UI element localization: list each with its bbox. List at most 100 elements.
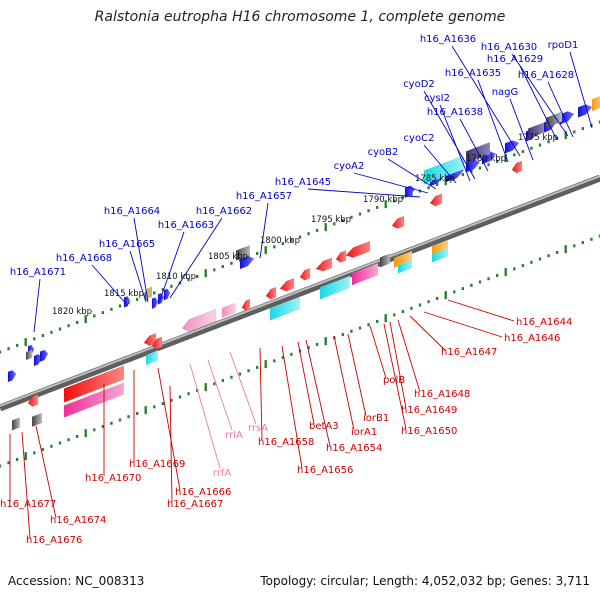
leader-line [281,345,303,469]
grey-gene [12,417,20,431]
gene-label: rrlA [225,430,243,441]
tick-mark [315,342,319,346]
cyan-gene [320,275,350,300]
gene-label: rrsA [248,423,268,434]
gene-label: h16_A1630 [481,42,537,53]
reverse-gene-shape [265,286,277,300]
gene-label: h16_A1657 [236,191,292,202]
tick-mark [573,130,576,134]
gene-label: h16_A1671 [10,267,66,278]
gene-label: rpoD1 [548,40,579,51]
gene-label: h16_A1658 [258,437,314,448]
gene-label: h16_A1629 [487,54,543,65]
reverse-gene [511,160,523,174]
tick-mark [204,383,207,392]
pink-gene [352,263,378,286]
leader-line [547,81,574,138]
tick-mark [24,338,27,347]
tick-mark [367,209,370,213]
kbp-label: 1805 kbp [208,252,248,262]
gene-label: cyoD2 [403,79,435,90]
genome-summary-text: Topology: circular; Length: 4,052,032 bp… [260,574,590,588]
tick-mark [170,284,173,288]
tick-mark [58,441,62,445]
tick-mark [75,434,79,438]
grey-gene [26,349,32,361]
tick-mark [470,283,473,287]
rrna-gene-shape [181,308,217,332]
leader-line [133,217,149,303]
tick-mark [478,280,482,284]
tick-mark [50,444,53,448]
tick-mark [504,268,507,277]
tick-mark [161,402,165,406]
forward-gene-shape [559,111,575,125]
tick-mark [247,369,250,373]
tick-mark [127,415,130,419]
tick-mark [547,140,550,144]
leader-line [389,321,407,409]
gene-label: h16_A1662 [196,206,252,217]
leader-line [33,278,41,333]
kbp-label: 1775 kbp [518,133,558,143]
tick-mark [135,411,139,415]
orange-gene [394,251,412,268]
pink-gene [64,382,124,418]
kbp-label: 1800 kbp [260,236,300,246]
reverse-gene-shape [391,215,405,229]
gene-label: betA3 [309,421,339,432]
tick-mark [444,177,447,186]
leader-line [353,172,429,194]
tick-mark [230,375,233,379]
gene-label: h16_A1674 [50,515,106,526]
reverse-gene-shape [511,160,523,174]
tick-mark [221,379,225,383]
gene-label: h16_A1635 [445,68,501,79]
reverse-gene [265,286,277,300]
tick-mark [461,287,465,291]
tick-mark [144,406,147,415]
tick-mark [538,257,542,261]
cyan-gene [432,248,448,263]
gene-label: h16_A1676 [26,535,82,546]
tick-mark [50,330,53,334]
kbp-labels: 1775 kbp 1780 kbp 1785 kbp 1790 kbp 1795 kbp… [52,133,558,317]
leader-line [569,51,593,129]
leader-line [207,359,233,431]
leader-line [157,367,181,491]
gene-label: h16_A1628 [518,70,574,81]
leader-line [459,118,489,172]
leader-line [509,98,534,161]
reverse-gene-shape [151,336,163,350]
tick-mark [581,241,585,245]
reverse-gene [345,240,371,258]
olive-gene [146,286,152,300]
leader-line [297,341,315,425]
tick-mark [7,347,10,351]
tick-mark [341,333,345,337]
gene-label: h16_A1644 [516,317,572,328]
tick-mark [375,205,379,209]
tick-mark [187,278,190,282]
forward-gene-shape [504,140,520,154]
leader-line [169,385,173,503]
grey-gene [236,245,250,261]
gene-label: h16_A1666 [175,487,231,498]
forward-gene [151,297,159,310]
tick-mark [84,315,87,324]
tick-mark [367,323,370,327]
gene-label: h16_A1636 [420,34,476,45]
tick-mark [538,143,542,147]
gene-labels: h16_A1636 h16_A1630 rpoD1 h16_A1629 h16_A163… [0,34,578,546]
reverse-gene-shape [345,240,371,258]
reverse-gene [151,336,163,350]
tick-mark [453,290,456,294]
reverse-gene [335,250,347,263]
tick-mark [84,429,87,438]
reverse-gene [27,394,39,407]
map-title: Ralstonia eutropha H16 chromosome 1, com… [94,9,506,25]
tick-mark [358,326,362,330]
tick-mark [513,267,516,271]
tick-mark [153,291,156,295]
reverse-gene [429,193,443,207]
